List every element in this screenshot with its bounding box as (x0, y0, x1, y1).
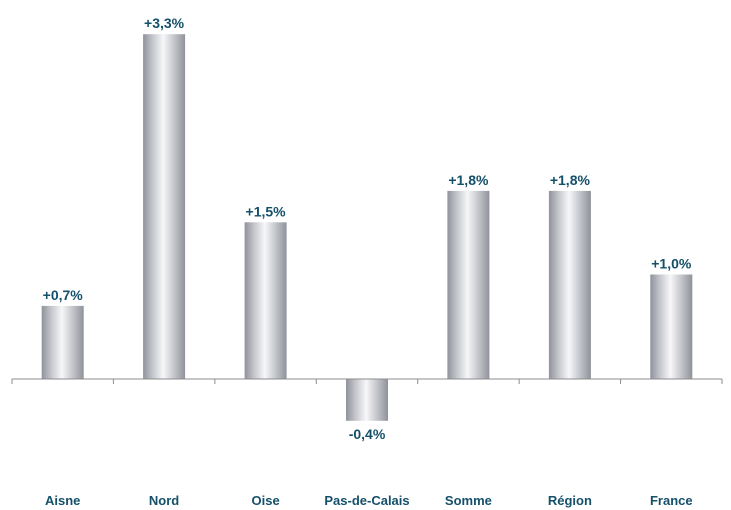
data-label-oise: +1,5% (246, 203, 287, 219)
x-tick-label-pas-de-calais: Pas-de-Calais (324, 493, 409, 508)
x-tick-label-region: Région (548, 493, 592, 508)
data-labels: +0,7% +3,3% +1,5% -0,4% +1,8% +1,8% +1,0% (43, 15, 692, 442)
data-label-aisne: +0,7% (43, 287, 84, 303)
x-tick-labels: Aisne Nord Oise Pas-de-Calais Somme Région Fra… (45, 493, 693, 508)
bar-nord (143, 34, 186, 379)
x-tick-label-france: France (650, 493, 693, 508)
x-axis (11, 378, 723, 384)
bars-layer (41, 34, 693, 421)
data-label-france: +1,0% (651, 256, 692, 272)
data-label-somme: +1,8% (448, 172, 489, 188)
bar-aisne (41, 305, 84, 379)
bar-oise (244, 222, 287, 380)
bar-pas-de-calais (346, 379, 388, 421)
bar-france (650, 274, 693, 379)
bar-region (548, 190, 591, 379)
data-label-region: +1,8% (550, 172, 591, 188)
bar-somme (447, 190, 490, 379)
x-tick-label-aisne: Aisne (45, 493, 80, 508)
x-tick-label-nord: Nord (149, 493, 179, 508)
x-tick-label-oise: Oise (252, 493, 280, 508)
data-label-pas-de-calais: -0,4% (349, 426, 386, 442)
data-label-nord: +3,3% (144, 15, 185, 31)
x-tick-label-somme: Somme (445, 493, 492, 508)
